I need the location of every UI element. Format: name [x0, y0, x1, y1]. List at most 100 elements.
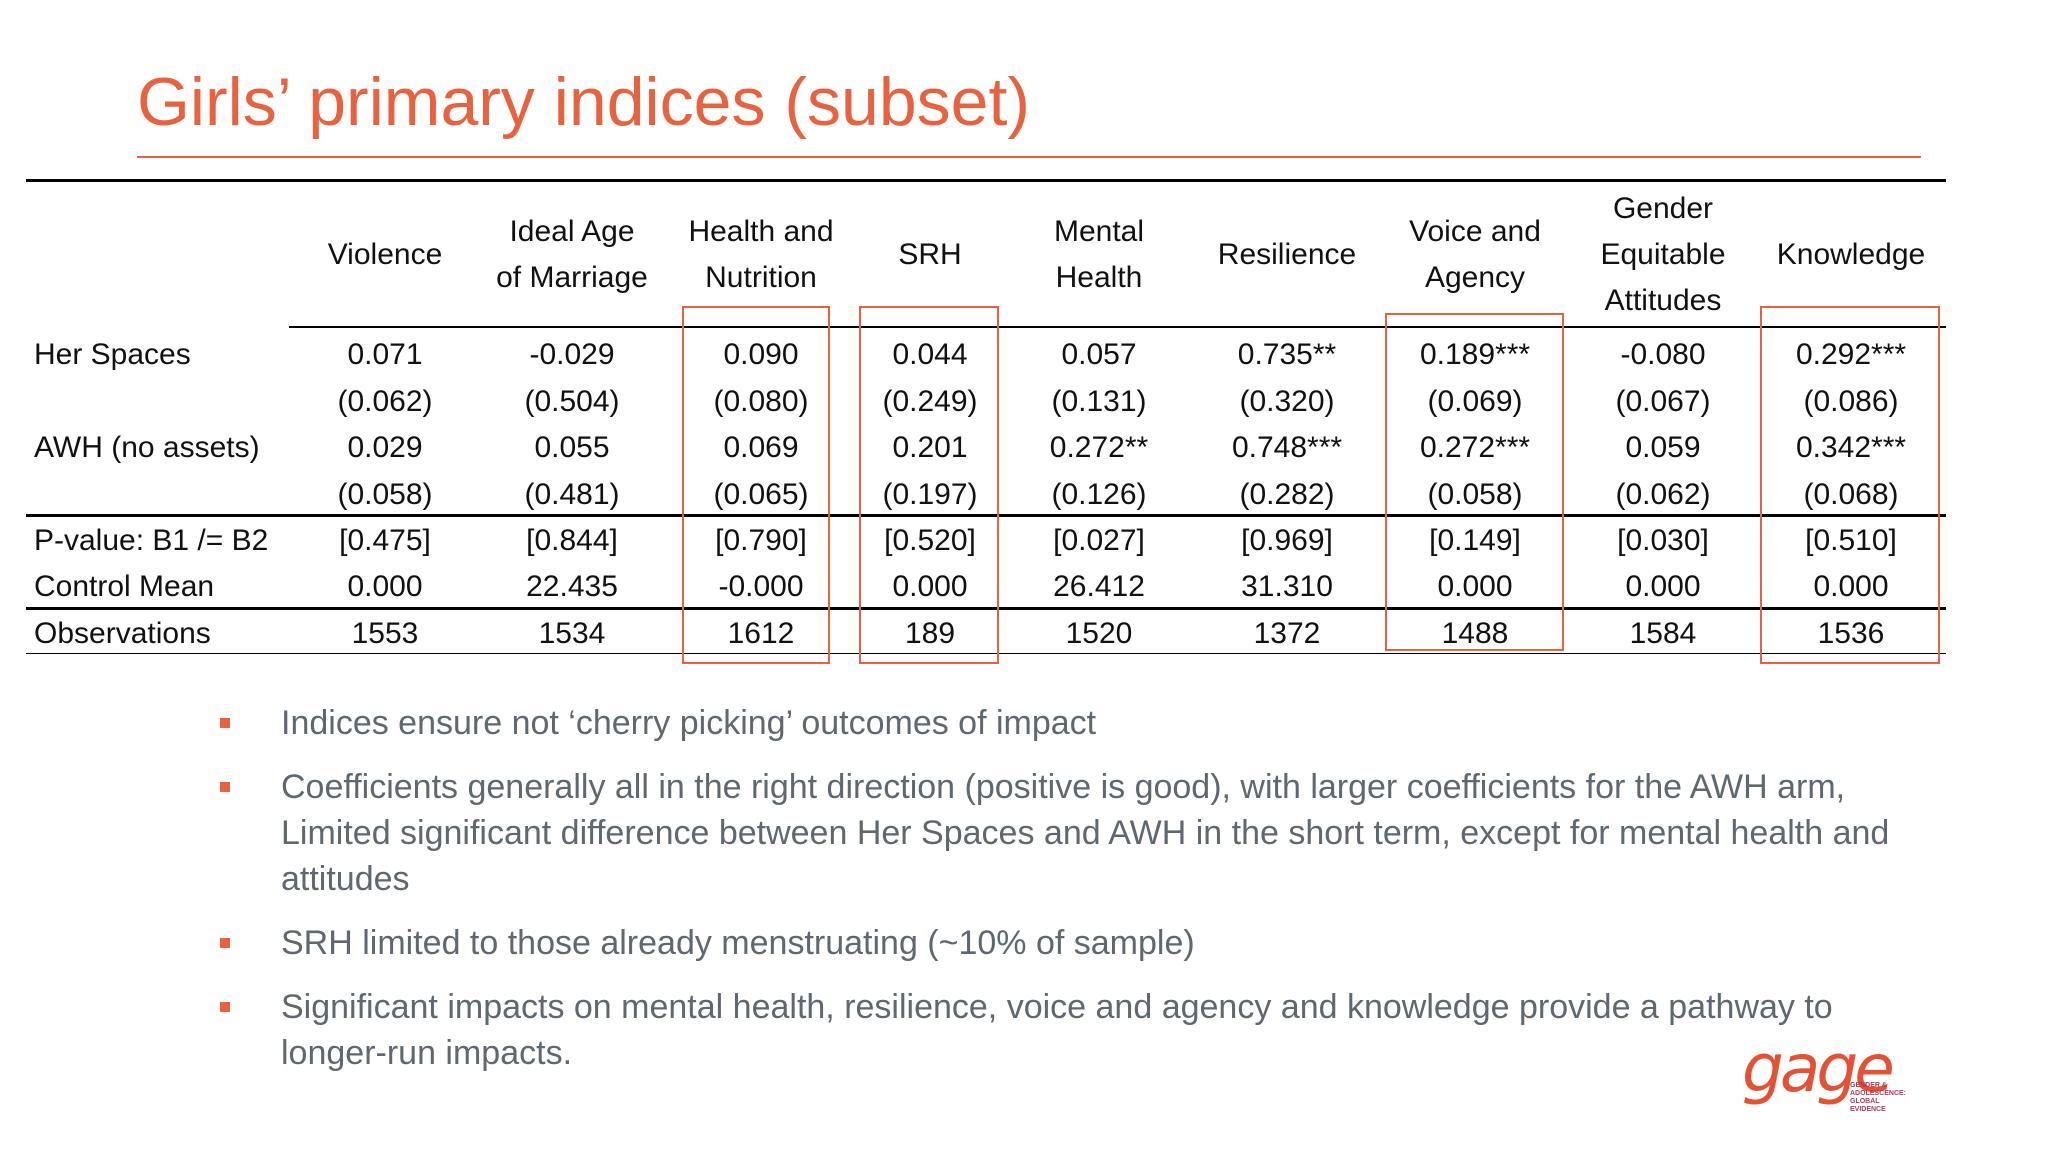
table-cell: 0.071: [347, 338, 423, 371]
bullet-list: Indices ensure not ‘cherry picking’ outc…: [217, 700, 1897, 1094]
table-cell: 0.292***: [1795, 338, 1907, 371]
table-cell: 0.000: [1813, 570, 1889, 603]
table-cell: 0.272**: [1049, 431, 1149, 464]
table-cell: 0.055: [534, 431, 610, 464]
table-cell: 31.310: [1241, 570, 1333, 603]
column-header-line: SRH: [898, 238, 962, 271]
column-header-line: Attitudes: [1604, 284, 1722, 317]
header-bottom-rule: [289, 326, 1946, 328]
table-cell: 1553: [351, 617, 419, 650]
table-cell: (0.320): [1239, 385, 1335, 418]
table-cell: 189: [904, 617, 956, 650]
table-cell: 0.000: [892, 570, 968, 603]
row-label: Observations: [34, 617, 211, 650]
table-cell: [0.475]: [339, 524, 431, 557]
table-cell: (0.249): [882, 385, 978, 418]
table-cell: [0.844]: [526, 524, 618, 557]
column-header-line: Health and: [688, 215, 834, 248]
column-header-line: Resilience: [1217, 238, 1357, 271]
table-cell: 0.201: [892, 431, 968, 464]
stats-bottom-rule: [26, 607, 1946, 610]
column-header-line: Equitable: [1600, 238, 1726, 271]
table-cell: [0.030]: [1617, 524, 1709, 557]
logo-wordmark: gage: [1742, 1030, 1895, 1107]
table-cell: (0.058): [1427, 478, 1523, 511]
column-highlight-box: [1385, 313, 1564, 651]
table-cell: [0.510]: [1805, 524, 1897, 557]
table-cell: 0.000: [1625, 570, 1701, 603]
column-header: Voice and Agency: [1382, 186, 1568, 324]
table-cell: (0.080): [713, 385, 809, 418]
table-cell: (0.062): [337, 385, 433, 418]
bullet-text: SRH limited to those already menstruatin…: [281, 924, 1195, 962]
table-cell: 0.057: [1061, 338, 1137, 371]
column-header: Gender Equitable Attitudes: [1570, 186, 1756, 324]
table-cell: (0.069): [1427, 385, 1523, 418]
table-cell: 0.342***: [1795, 431, 1907, 464]
table-cell: 0.000: [347, 570, 423, 603]
table-cell: (0.058): [337, 478, 433, 511]
table-cell: [0.520]: [884, 524, 976, 557]
table-cell: -0.000: [718, 570, 804, 603]
table-cell: (0.481): [524, 478, 620, 511]
column-header-line: Gender: [1612, 192, 1714, 225]
table-cell: -0.080: [1620, 338, 1706, 371]
column-highlight-box: [1760, 306, 1940, 664]
table-cell: 22.435: [526, 570, 618, 603]
bullet-text: Indices ensure not ‘cherry picking’ outc…: [281, 704, 1097, 742]
table-cell: 1584: [1629, 617, 1697, 650]
table-top-rule: [26, 179, 1946, 182]
row-label: Control Mean: [34, 570, 215, 603]
table-cell: -0.029: [529, 338, 615, 371]
table-cell: (0.065): [713, 478, 809, 511]
table-cell: 1488: [1441, 617, 1509, 650]
column-header-line: Health: [1055, 261, 1143, 294]
table-cell: 1372: [1253, 617, 1321, 650]
column-highlight-box: [682, 306, 830, 664]
table-cell: 0.069: [723, 431, 799, 464]
column-header: Mental Health: [1015, 186, 1183, 324]
bullet-item: SRH limited to those already menstruatin…: [217, 920, 1897, 966]
table-cell: [0.027]: [1053, 524, 1145, 557]
table-bottom-rule: [26, 653, 1946, 654]
table-cell: (0.068): [1803, 478, 1899, 511]
column-header: Violence: [296, 186, 474, 324]
table-cell: [0.149]: [1429, 524, 1521, 557]
table-cell: (0.197): [882, 478, 978, 511]
column-header: Ideal Age of Marriage: [480, 186, 664, 324]
table-cell: (0.504): [524, 385, 620, 418]
column-header-line: Agency: [1424, 261, 1526, 294]
column-header-line: Ideal Age: [509, 215, 635, 248]
column-header: Health and Nutrition: [668, 186, 854, 324]
bullet-marker-icon: [220, 1002, 230, 1012]
column-header: SRH: [860, 186, 1000, 324]
bullet-item: Indices ensure not ‘cherry picking’ outc…: [217, 700, 1897, 746]
table-cell: 1534: [538, 617, 606, 650]
bullet-marker-icon: [220, 782, 230, 792]
title-underline: [137, 156, 1921, 158]
coefficients-bottom-rule: [26, 514, 1946, 517]
table-cell: 0.044: [892, 338, 968, 371]
logo-tagline: GENDER & ADOLESCENCE: GLOBAL EVIDENCE: [1850, 1082, 1907, 1113]
table-cell: (0.086): [1803, 385, 1899, 418]
column-header-line: Violence: [327, 238, 443, 271]
column-header-line: Mental: [1053, 215, 1145, 248]
row-label: P-value: B1 /= B2: [34, 524, 269, 557]
table-cell: 26.412: [1053, 570, 1145, 603]
table-cell: (0.126): [1051, 478, 1147, 511]
column-header-line: Knowledge: [1776, 238, 1926, 271]
table-cell: (0.067): [1615, 385, 1711, 418]
table-cell: (0.131): [1051, 385, 1147, 418]
table-cell: 0.189***: [1419, 338, 1531, 371]
table-cell: 0.029: [347, 431, 423, 464]
bullet-item: Significant impacts on mental health, re…: [217, 984, 1897, 1076]
row-label: Her Spaces: [34, 338, 191, 371]
table-cell: [0.969]: [1241, 524, 1333, 557]
table-cell: 1520: [1065, 617, 1133, 650]
table-cell: 0.272***: [1419, 431, 1531, 464]
bullet-marker-icon: [220, 718, 230, 728]
column-header-line: Voice and: [1409, 215, 1541, 248]
slide-title: Girls’ primary indices (subset): [137, 64, 1030, 140]
table-cell: (0.282): [1239, 478, 1335, 511]
table-cell: 0.059: [1625, 431, 1701, 464]
